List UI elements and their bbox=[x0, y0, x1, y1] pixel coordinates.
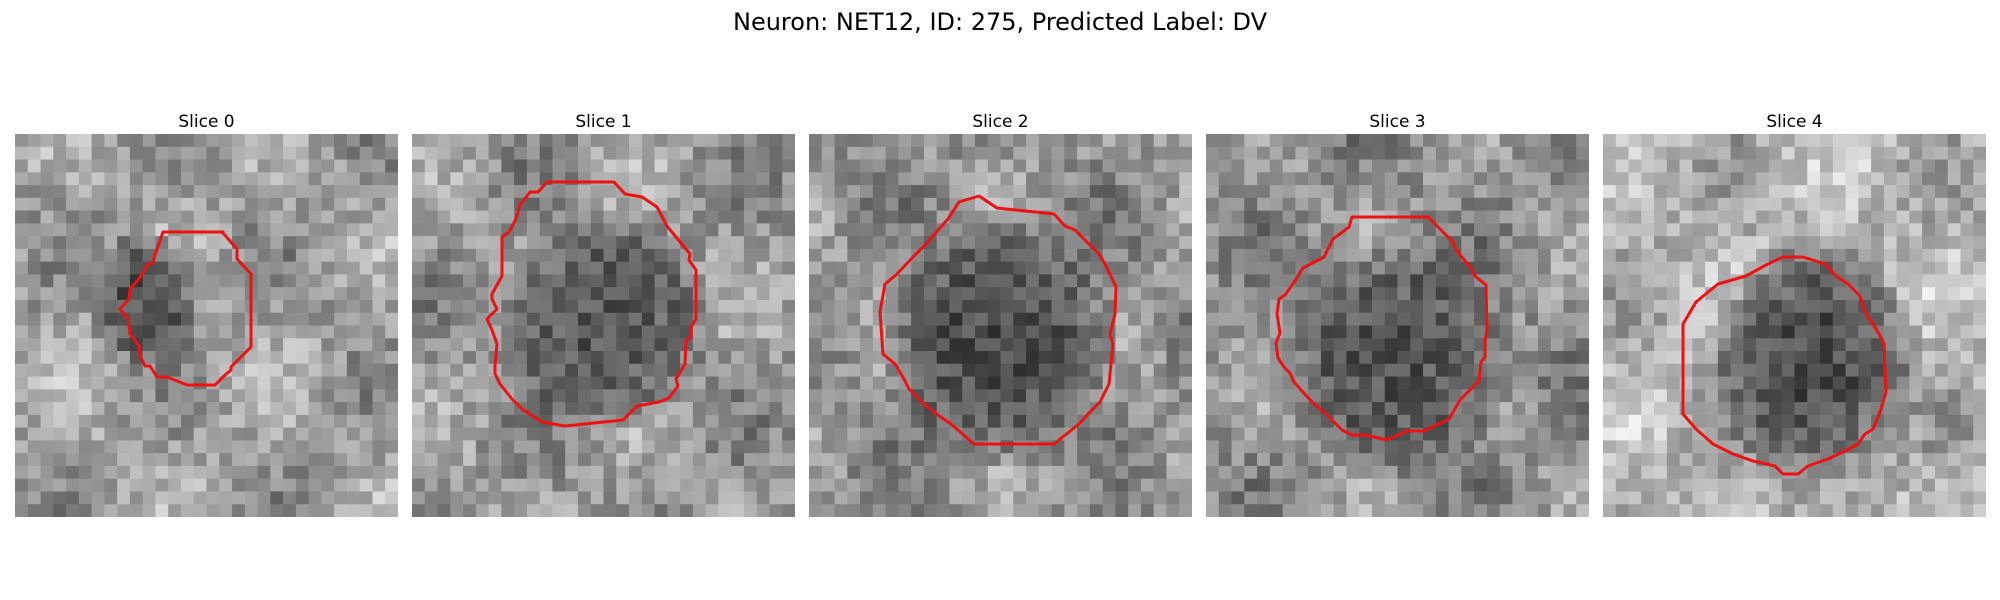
slice-title: Slice 2 bbox=[972, 112, 1029, 132]
slice-title: Slice 3 bbox=[1369, 112, 1426, 132]
slice-image bbox=[1206, 134, 1589, 517]
slice-panel-2: Slice 2 bbox=[809, 112, 1192, 517]
slice-title: Slice 1 bbox=[575, 112, 632, 132]
figure-title: Neuron: NET12, ID: 275, Predicted Label:… bbox=[732, 8, 1268, 36]
slice-panel-0: Slice 0 bbox=[15, 112, 398, 517]
slice-panel-4: Slice 4 bbox=[1603, 112, 1986, 517]
roi-contour bbox=[118, 230, 253, 387]
roi-contour bbox=[1274, 215, 1489, 442]
slice-image bbox=[1603, 134, 1986, 517]
slice-image bbox=[412, 134, 795, 517]
slice-title: Slice 4 bbox=[1766, 112, 1823, 132]
roi-contour bbox=[1681, 255, 1888, 476]
slice-image bbox=[809, 134, 1192, 517]
roi-contour bbox=[485, 180, 698, 428]
roi-contour bbox=[878, 194, 1118, 446]
slice-panel-1: Slice 1 bbox=[412, 112, 795, 517]
slice-panel-3: Slice 3 bbox=[1206, 112, 1589, 517]
slice-title: Slice 0 bbox=[178, 112, 235, 132]
slice-image bbox=[15, 134, 398, 517]
